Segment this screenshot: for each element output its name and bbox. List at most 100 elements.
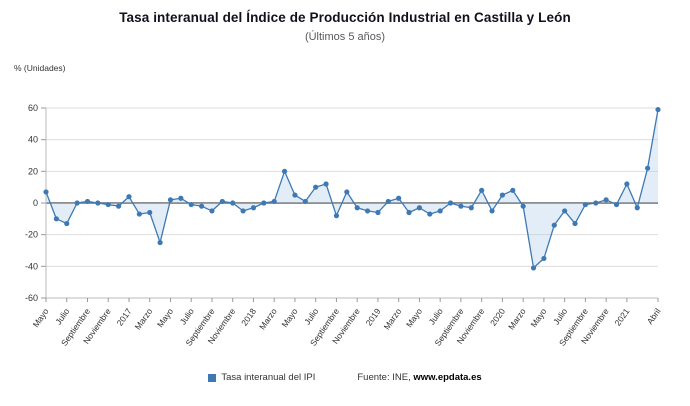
x-tick-label: Julio xyxy=(427,306,445,326)
data-point xyxy=(603,197,609,203)
data-point xyxy=(271,198,277,205)
data-point xyxy=(468,205,474,211)
data-point xyxy=(541,255,547,262)
x-tick-label: 2018 xyxy=(239,306,258,327)
series-area-fill xyxy=(46,109,658,268)
data-point xyxy=(261,200,267,206)
source-prefix: Fuente: INE, xyxy=(357,372,414,383)
y-tick-label: -60 xyxy=(25,293,38,303)
y-tick-label: 0 xyxy=(33,198,38,208)
data-point xyxy=(167,197,174,203)
legend-label: Tasa interanual del IPI xyxy=(221,372,316,383)
data-point xyxy=(406,209,412,216)
data-point xyxy=(64,220,70,227)
data-point xyxy=(116,203,122,209)
x-tick-label: Mayo xyxy=(279,306,299,329)
x-tick-label: Marzo xyxy=(382,306,404,331)
data-point xyxy=(198,203,205,209)
data-point xyxy=(136,211,142,217)
x-tick-label: 2017 xyxy=(115,306,134,327)
data-point xyxy=(126,194,132,200)
data-point xyxy=(354,205,360,211)
x-tick-label: Mayo xyxy=(528,306,548,329)
data-point xyxy=(178,195,184,201)
data-point xyxy=(333,213,340,219)
data-point xyxy=(572,220,578,227)
data-point xyxy=(416,205,423,211)
data-point xyxy=(43,189,49,195)
x-tick-label: Marzo xyxy=(506,306,528,331)
data-point xyxy=(427,211,433,217)
data-point xyxy=(499,192,506,198)
series-line xyxy=(45,109,659,269)
data-point xyxy=(84,198,91,205)
y-tick-label: 20 xyxy=(28,166,38,176)
page-title: Tasa interanual del Índice de Producción… xyxy=(119,10,571,25)
data-point xyxy=(230,200,236,206)
data-point xyxy=(344,189,350,195)
data-point xyxy=(634,205,640,211)
data-point xyxy=(375,209,381,216)
data-point xyxy=(551,222,557,228)
data-point xyxy=(302,198,308,205)
y-tick-label: 40 xyxy=(28,135,38,145)
chart-footer: Tasa interanual del IPI Fuente: INE, www… xyxy=(0,372,690,383)
data-point xyxy=(147,209,153,216)
x-tick-label: Mayo xyxy=(31,306,51,329)
data-point xyxy=(593,200,599,206)
data-point xyxy=(458,203,464,209)
y-tick-label: 60 xyxy=(28,103,38,113)
data-point xyxy=(250,205,257,211)
data-point xyxy=(396,195,402,201)
data-point xyxy=(530,265,537,271)
data-point xyxy=(95,200,101,206)
x-tick-label: Marzo xyxy=(133,306,155,331)
data-point xyxy=(292,192,298,198)
data-point xyxy=(157,239,163,246)
data-point xyxy=(105,201,111,208)
source-text: Fuente: INE, www.epdata.es xyxy=(357,372,481,383)
data-point xyxy=(489,208,495,214)
x-tick-label: Julio xyxy=(53,306,71,326)
x-tick-label: Marzo xyxy=(257,306,279,331)
data-point xyxy=(582,201,588,208)
data-point xyxy=(323,181,329,187)
data-point xyxy=(188,201,194,208)
x-tick-label: Mayo xyxy=(155,306,175,329)
y-tick-label: -20 xyxy=(25,230,38,240)
x-tick-label: Julio xyxy=(302,306,320,326)
x-tick-label: 2021 xyxy=(612,306,631,327)
data-point xyxy=(624,181,630,187)
x-tick-label: Abril xyxy=(645,306,663,326)
legend-item-ipi[interactable]: Tasa interanual del IPI xyxy=(208,372,315,383)
data-point xyxy=(479,187,485,193)
data-point xyxy=(655,106,661,113)
x-tick-label: Mayo xyxy=(404,306,424,329)
x-tick-label: Julio xyxy=(178,306,196,326)
legend-swatch xyxy=(208,373,217,382)
data-point xyxy=(613,201,620,208)
x-tick-label: 2020 xyxy=(488,306,507,327)
source-site-link[interactable]: www.epdata.es xyxy=(413,372,482,383)
data-point xyxy=(447,200,454,206)
chart-subtitle: (Últimos 5 años) xyxy=(304,31,386,43)
data-point xyxy=(385,198,391,205)
data-point xyxy=(281,168,288,174)
data-point xyxy=(645,165,651,171)
data-point xyxy=(219,198,225,205)
data-point xyxy=(437,208,443,214)
data-point xyxy=(209,208,215,214)
data-point xyxy=(562,208,568,214)
x-tick-label: Julio xyxy=(551,306,569,326)
data-point xyxy=(520,203,526,209)
data-point xyxy=(74,200,80,206)
y-axis-unit-label: % (Unidades) xyxy=(14,63,66,73)
y-tick-label: -40 xyxy=(25,261,38,271)
data-point xyxy=(240,208,246,214)
data-point xyxy=(364,208,371,214)
data-point xyxy=(313,184,319,190)
data-point xyxy=(53,216,59,222)
x-tick-label: 2019 xyxy=(364,306,383,327)
